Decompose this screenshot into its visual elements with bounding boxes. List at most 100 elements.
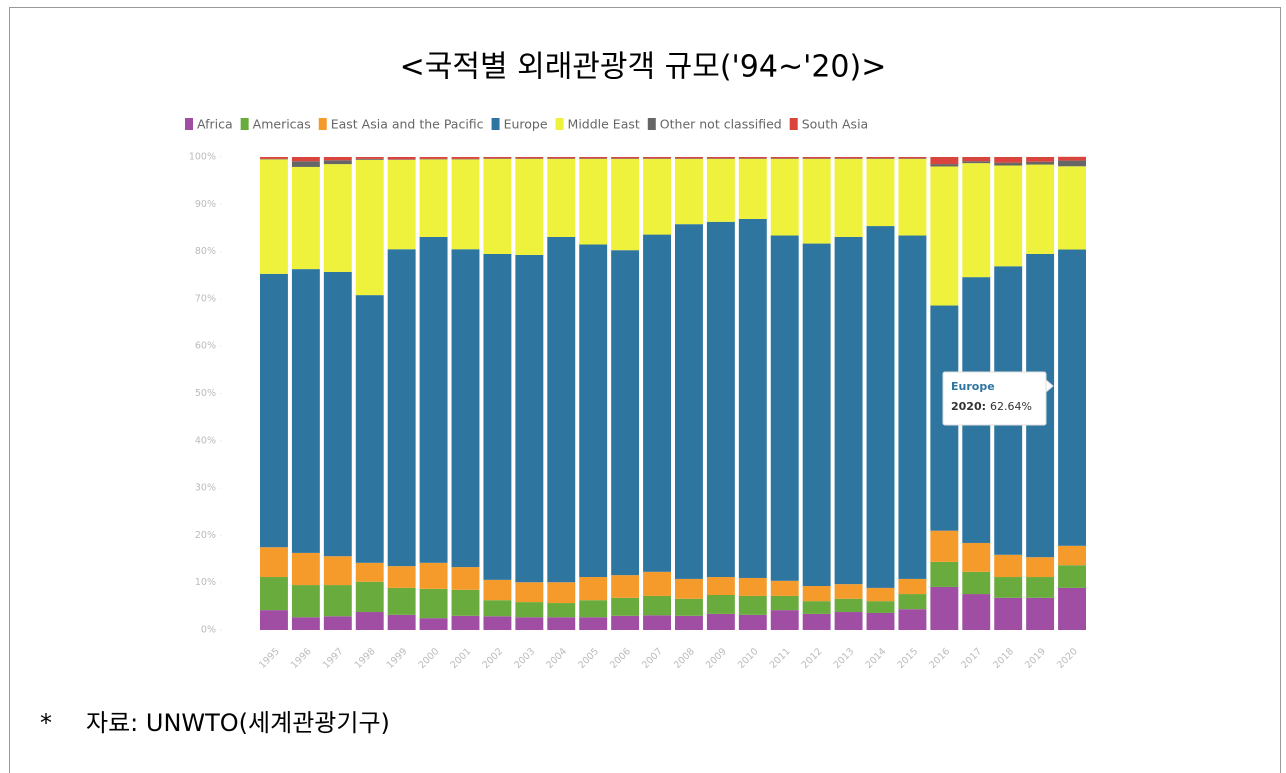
bar-segment bbox=[1026, 597, 1055, 630]
bar-segment bbox=[706, 577, 735, 595]
bar-segment bbox=[834, 157, 863, 159]
bar-segment bbox=[802, 157, 831, 159]
bar-segment bbox=[1058, 249, 1086, 546]
bar-segment bbox=[643, 157, 671, 159]
bar-segment bbox=[866, 601, 895, 613]
bar-segment bbox=[579, 617, 608, 630]
bar-segment bbox=[738, 158, 767, 219]
bar-segment bbox=[483, 579, 512, 601]
bar-segment bbox=[930, 164, 959, 167]
bar-segment bbox=[834, 236, 863, 585]
y-tick-label: 70% bbox=[195, 293, 216, 304]
bar-segment bbox=[291, 157, 320, 162]
bar-segment bbox=[643, 571, 671, 596]
bar-segment bbox=[834, 584, 863, 599]
bar-segment bbox=[291, 552, 320, 586]
bar-segment bbox=[355, 612, 384, 630]
bar-segment bbox=[675, 158, 703, 225]
legend-label: Americas bbox=[253, 117, 311, 132]
bar-segment bbox=[1058, 545, 1086, 566]
bar-segment bbox=[1058, 166, 1086, 250]
bar-segment bbox=[387, 566, 416, 588]
bar-segment bbox=[802, 601, 831, 614]
bar-segment bbox=[738, 577, 767, 596]
y-tick-label: 50% bbox=[195, 388, 216, 399]
bar-segment bbox=[962, 542, 991, 572]
x-tick-label: 2019 bbox=[1023, 646, 1048, 671]
bar-segment bbox=[260, 159, 288, 274]
bar-segment bbox=[962, 594, 991, 630]
bar-segment bbox=[451, 567, 480, 590]
bar-segment bbox=[260, 610, 288, 630]
frame bbox=[9, 7, 1281, 773]
bar-segment bbox=[962, 163, 991, 278]
bar-segment bbox=[866, 157, 895, 159]
bar-segment bbox=[547, 603, 576, 618]
bar-segment bbox=[547, 582, 576, 604]
y-tick-label: 90% bbox=[195, 199, 216, 210]
bar-segment bbox=[387, 159, 416, 250]
y-tick-label: 40% bbox=[195, 435, 216, 446]
y-tick-label: 80% bbox=[195, 246, 216, 257]
bar-segment bbox=[834, 612, 863, 630]
source: 자료: UNWTO(세계관광기구) bbox=[86, 709, 390, 737]
bar-segment bbox=[323, 160, 352, 165]
bar-segment bbox=[291, 269, 320, 553]
legend-label: South Asia bbox=[802, 117, 869, 132]
legend-label: Europe bbox=[504, 117, 548, 132]
bar-segment bbox=[770, 610, 799, 630]
bar-segment bbox=[515, 254, 544, 583]
x-tick-label: 1999 bbox=[385, 646, 410, 671]
x-tick-label: 2001 bbox=[449, 646, 474, 671]
chart-title: <국적별 외래관광객 규모('94~'20)> bbox=[400, 50, 887, 85]
bar-segment bbox=[675, 598, 703, 616]
bar-segment bbox=[866, 612, 895, 630]
bar-segment bbox=[451, 157, 480, 159]
legend-swatch bbox=[185, 118, 193, 130]
bar-segment bbox=[260, 157, 288, 159]
bar-segment bbox=[770, 580, 799, 596]
x-tick-label: 1997 bbox=[321, 646, 346, 671]
bar-segment bbox=[515, 157, 544, 159]
x-tick-label: 2018 bbox=[991, 646, 1016, 671]
bar-segment bbox=[451, 589, 480, 616]
bar-segment bbox=[898, 235, 927, 579]
x-tick-label: 2017 bbox=[959, 646, 984, 671]
bar-segment bbox=[323, 616, 352, 630]
x-tick-label: 2020 bbox=[1055, 646, 1080, 671]
bar-segment bbox=[579, 244, 608, 578]
bar-segment bbox=[355, 158, 384, 160]
bar-segment bbox=[1058, 160, 1086, 167]
bar-segment bbox=[611, 597, 640, 616]
bar-segment bbox=[323, 271, 352, 557]
bar-segment bbox=[451, 159, 480, 250]
x-tick-label: 2014 bbox=[864, 646, 889, 671]
bar-segment bbox=[387, 614, 416, 630]
x-tick-label: 2012 bbox=[800, 646, 825, 671]
bar-segment bbox=[962, 157, 991, 162]
bar-segment bbox=[930, 157, 959, 165]
legend-swatch bbox=[491, 118, 500, 130]
bar-segment bbox=[260, 273, 288, 548]
x-tick-label: 2011 bbox=[768, 646, 793, 671]
x-tick-label: 2002 bbox=[480, 646, 505, 671]
bar-segment bbox=[1026, 577, 1055, 598]
bar-segment bbox=[323, 157, 352, 161]
bar-segment bbox=[291, 161, 320, 167]
bar-segment bbox=[643, 158, 671, 235]
bar-segment bbox=[387, 249, 416, 567]
bar-segment bbox=[1058, 587, 1086, 630]
bar-segment bbox=[419, 159, 448, 237]
bar-segment bbox=[323, 164, 352, 272]
x-tick-label: 2004 bbox=[544, 646, 569, 671]
bar-segment bbox=[483, 600, 512, 617]
bar-segment bbox=[579, 600, 608, 618]
bar-segment bbox=[291, 166, 320, 270]
bar-segment bbox=[1026, 161, 1055, 165]
bar-segment bbox=[738, 157, 767, 159]
bar-segment bbox=[547, 157, 576, 159]
bar-segment bbox=[770, 157, 799, 159]
bar-segment bbox=[451, 615, 480, 630]
note-marker: * bbox=[40, 709, 52, 737]
